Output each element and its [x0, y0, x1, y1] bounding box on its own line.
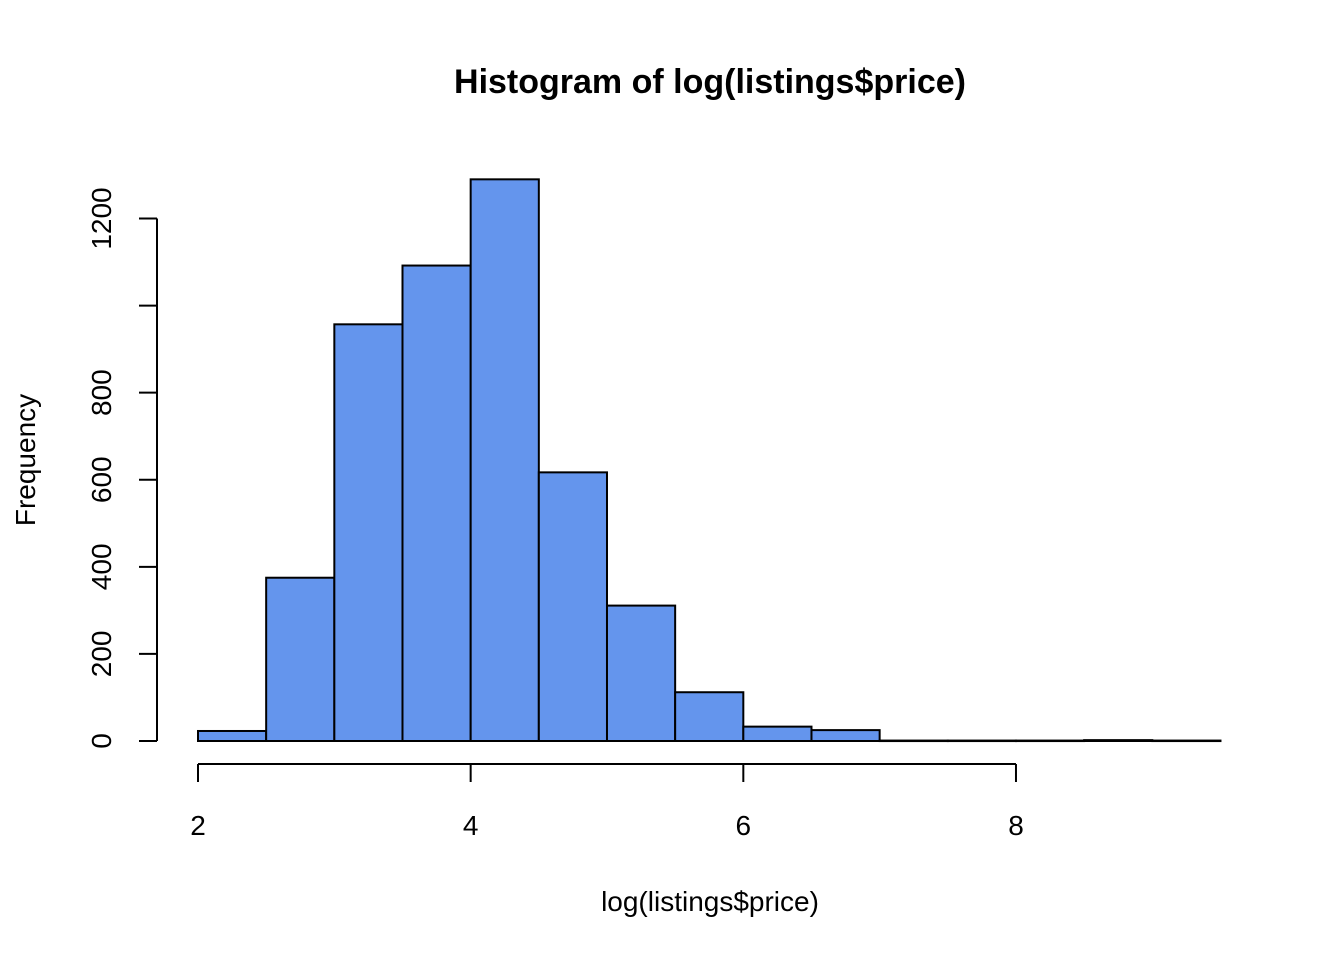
y-axis-label: Frequency: [10, 394, 41, 526]
histogram-bar: [265, 576, 336, 742]
x-tick-label: 2: [190, 810, 206, 841]
y-tick-label: 400: [86, 543, 117, 590]
y-tick-label: 200: [86, 631, 117, 678]
x-axis-label: log(listings$price): [601, 886, 819, 917]
x-tick-label: 6: [736, 810, 752, 841]
histogram-bar: [401, 264, 472, 742]
y-tick-label: 1200: [86, 187, 117, 249]
histogram-bar: [333, 323, 404, 742]
histogram-bar: [197, 729, 268, 742]
histogram-bar: [674, 691, 745, 743]
histogram-bar: [605, 604, 677, 742]
y-tick-label: 600: [86, 456, 117, 503]
histogram-bars: [197, 178, 1222, 743]
x-tick-label: 8: [1008, 810, 1024, 841]
histogram-bar: [810, 729, 881, 742]
histogram-bar: [469, 178, 540, 743]
histogram-bar: [537, 471, 608, 742]
x-axis: 2 4 6 8: [190, 763, 1024, 841]
y-tick-label: 800: [86, 369, 117, 416]
y-axis: 0 200 400 600 800 1200: [86, 187, 1221, 749]
histogram-bar: [742, 725, 813, 742]
chart-title: Histogram of log(listings$price): [454, 63, 966, 101]
x-tick-label: 4: [463, 810, 479, 841]
y-tick-label: 0: [86, 733, 117, 749]
